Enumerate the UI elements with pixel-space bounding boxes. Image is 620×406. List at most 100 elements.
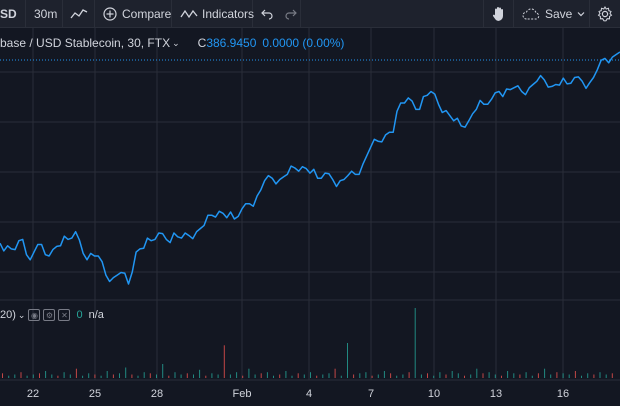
volume-bar [236,372,238,378]
settings-button[interactable] [590,0,620,28]
volume-bar [494,374,496,378]
volume-bar [254,374,256,378]
volume-bar [420,374,422,378]
volume-bar [365,372,367,378]
volume-bar [414,308,416,378]
volume-bar [205,375,207,378]
x-tick-label: 25 [89,388,101,400]
chart-type-button[interactable] [63,0,95,28]
hand-tool-button[interactable] [484,0,514,28]
indicators-label: Indicators [202,6,255,21]
volume-bar [248,368,250,378]
save-button[interactable]: Save [514,0,590,28]
volume-bar [531,375,533,378]
indicators-icon [180,8,198,20]
volume-ma-value: n/a [88,309,104,321]
volume-bar [223,345,225,378]
volume-bar [593,374,595,378]
compare-button[interactable]: Compare [95,0,172,28]
volume-bar [14,374,16,378]
save-label: Save [545,6,573,21]
volume-bar [439,372,441,378]
volume-value: 0 [76,309,83,321]
volume-bar [137,375,139,378]
volume-bar [112,374,114,378]
close-label: C [197,36,207,50]
volume-bar [513,373,515,378]
volume-bar [371,375,373,378]
volume-bar [2,373,3,378]
volume-bar [162,364,164,378]
series-legend: base / USD Stablecoin, 30, FTX ⌄ C 386.9… [0,34,344,52]
volume-bar [347,343,348,378]
volume-bar [464,375,465,378]
volume-bar [69,374,71,378]
volume-bar [63,372,65,378]
volume-bar [507,371,509,378]
volume-bar [605,374,607,378]
volume-bar [402,374,404,378]
undo-icon[interactable] [261,8,273,20]
volume-bar [229,374,231,378]
toolbar-spacer [301,0,484,28]
close-icon[interactable]: ✕ [58,309,71,321]
volume-bar [562,373,564,378]
volume-bar [303,374,305,378]
volume-bar [199,369,201,378]
eye-icon[interactable]: ◉ [28,309,41,321]
indicators-button[interactable]: Indicators [172,0,255,28]
price-chart[interactable]: 22 25 28 Feb 4 7 10 13 16 [0,28,620,406]
volume-bar [279,374,281,378]
volume-bar [125,367,127,378]
volume-bar [587,373,589,378]
volume-bar [445,374,447,378]
volume-bar [75,368,77,378]
x-tick-label: 22 [27,388,39,400]
volume-bar [599,372,601,378]
volume-bar [57,375,59,378]
redo-icon[interactable] [285,8,297,20]
volume-bar [390,373,392,378]
compare-label: Compare [122,6,172,21]
volume-bar [451,371,453,378]
volume-bar [334,368,336,378]
series-title[interactable]: base / USD Stablecoin, 30, FTX [0,36,171,50]
volume-bar [273,375,274,378]
volume-bar [359,373,361,378]
x-tick-label: 7 [368,388,374,400]
volume-bar [537,373,539,378]
volume-bar [174,372,176,378]
volume-bar [353,374,355,378]
symbol-search-button[interactable]: SD [0,0,26,28]
interval-label: 30m [34,6,58,21]
x-tick-label: 16 [557,388,569,400]
volume-bar [457,373,459,378]
interval-button[interactable]: 30m [26,0,63,28]
x-tick-label: 13 [490,388,502,400]
undo-redo-group [253,0,301,28]
volume-bar [310,372,311,378]
volume-bar [119,373,120,378]
settings-small-icon[interactable]: ⚙ [43,309,56,321]
volume-legend: 20) ⌄ ◉ ⚙ ✕ 0 n/a [0,307,104,323]
volume-bar [408,372,410,378]
volume-bar [519,374,521,378]
volume-bar [328,373,330,378]
volume-bar [156,374,157,378]
time-axis-background [0,380,620,406]
volume-bar [482,373,484,378]
volume-bar [501,375,502,378]
x-tick-label: 4 [306,388,312,400]
volume-bar [433,375,435,378]
volume-bar [581,375,582,378]
volume-bar [316,375,318,378]
time-axis[interactable]: 22 25 28 Feb 4 7 10 13 16 [0,379,620,406]
volume-bar [180,374,182,378]
volume-legend-chevron-icon[interactable]: ⌄ [17,309,26,320]
legend-chevron-icon[interactable]: ⌄ [172,37,180,48]
chevron-down-icon [577,11,585,17]
volume-bar [396,375,398,378]
volume-legend-label[interactable]: 20) [0,309,16,321]
volume-bar [470,374,472,378]
volume-bar [82,375,84,378]
